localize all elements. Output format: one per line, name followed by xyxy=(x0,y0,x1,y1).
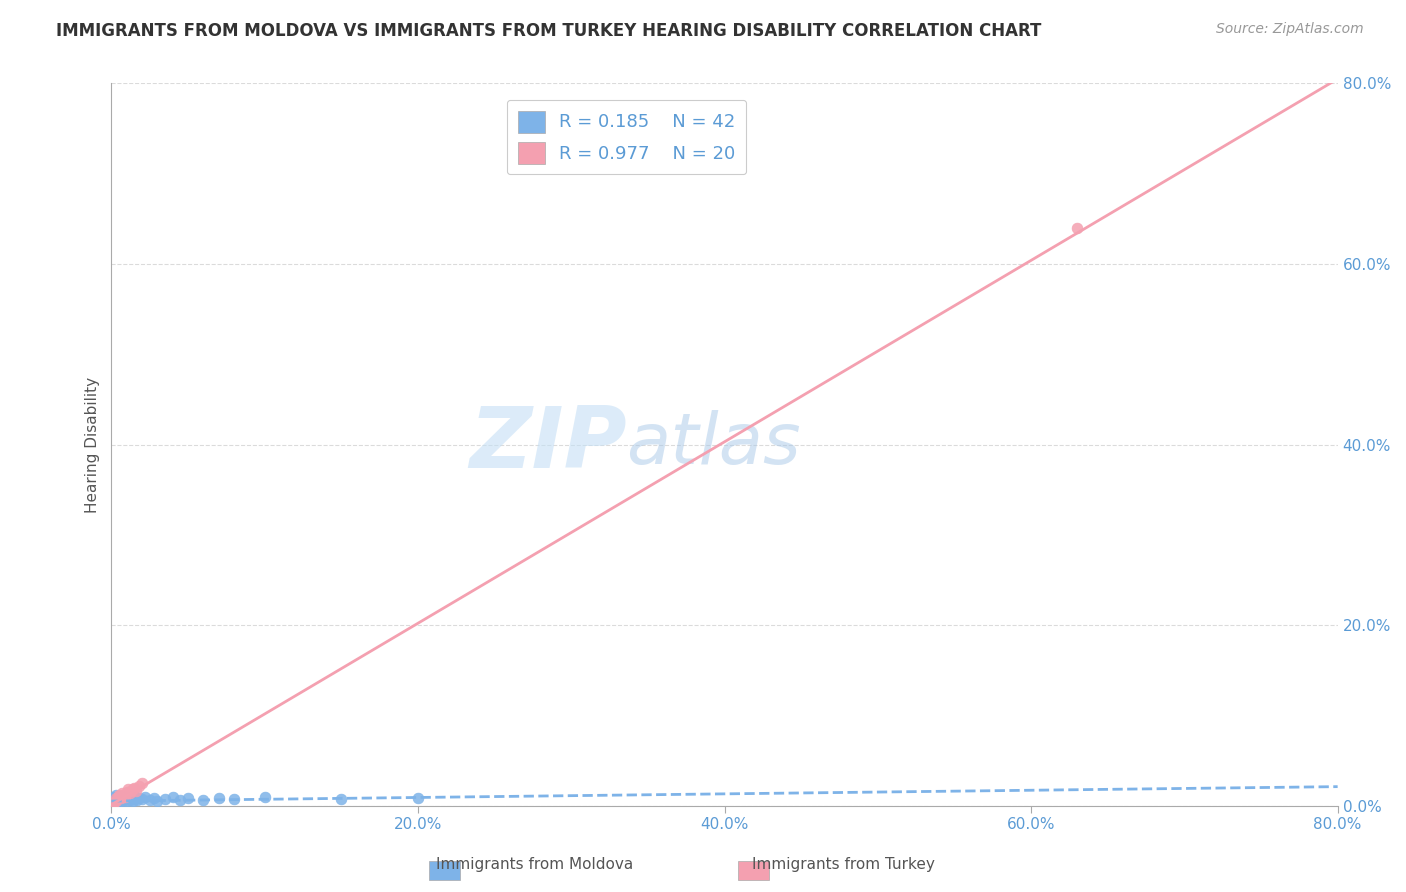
Point xyxy=(114,790,136,805)
Point xyxy=(222,792,245,806)
Point xyxy=(138,793,160,807)
Point xyxy=(118,793,141,807)
Point xyxy=(112,788,135,802)
Point xyxy=(108,788,131,802)
Point xyxy=(107,789,129,804)
Text: atlas: atlas xyxy=(627,410,801,479)
Point xyxy=(111,791,134,805)
Point xyxy=(108,794,131,808)
Point xyxy=(125,790,148,805)
Point xyxy=(162,790,184,805)
Point xyxy=(101,797,124,811)
Point xyxy=(111,794,134,808)
Point xyxy=(177,791,200,805)
Point xyxy=(127,793,149,807)
Point xyxy=(103,789,125,804)
Point xyxy=(105,788,128,802)
Point xyxy=(330,792,353,806)
Point xyxy=(253,790,276,805)
Point xyxy=(406,791,429,805)
Point xyxy=(110,791,132,805)
Point xyxy=(110,789,132,804)
Text: Immigrants from Turkey: Immigrants from Turkey xyxy=(752,857,935,872)
Point xyxy=(128,779,150,793)
Point xyxy=(103,795,125,809)
Point xyxy=(110,792,132,806)
Point xyxy=(105,791,128,805)
Legend: R = 0.185    N = 42, R = 0.977    N = 20: R = 0.185 N = 42, R = 0.977 N = 20 xyxy=(506,100,747,175)
Point xyxy=(115,785,138,799)
Point xyxy=(128,791,150,805)
Text: Source: ZipAtlas.com: Source: ZipAtlas.com xyxy=(1216,22,1364,37)
Point xyxy=(101,794,124,808)
Point xyxy=(122,794,145,808)
Point xyxy=(108,791,131,805)
Text: Immigrants from Moldova: Immigrants from Moldova xyxy=(436,857,633,872)
Point xyxy=(105,795,128,809)
Point xyxy=(125,784,148,798)
Point xyxy=(117,791,139,805)
Point xyxy=(124,780,146,795)
Point xyxy=(115,794,138,808)
Point xyxy=(111,786,134,800)
Point xyxy=(153,792,176,806)
Point xyxy=(105,792,128,806)
Point xyxy=(124,792,146,806)
Point xyxy=(117,782,139,797)
Point xyxy=(114,789,136,804)
Point xyxy=(105,794,128,808)
Point xyxy=(112,793,135,807)
Text: ZIP: ZIP xyxy=(468,403,627,486)
Point xyxy=(131,776,153,790)
Point xyxy=(118,786,141,800)
Point xyxy=(115,792,138,806)
Point xyxy=(143,791,166,805)
Text: IMMIGRANTS FROM MOLDOVA VS IMMIGRANTS FROM TURKEY HEARING DISABILITY CORRELATION: IMMIGRANTS FROM MOLDOVA VS IMMIGRANTS FR… xyxy=(56,22,1042,40)
Point xyxy=(120,789,142,804)
Point xyxy=(131,792,153,806)
Point xyxy=(1066,220,1088,235)
Point xyxy=(103,793,125,807)
Point xyxy=(193,793,215,807)
Y-axis label: Hearing Disability: Hearing Disability xyxy=(86,376,100,513)
Point xyxy=(101,791,124,805)
Point xyxy=(107,793,129,807)
Point xyxy=(122,782,145,797)
Point xyxy=(208,791,231,805)
Point xyxy=(134,790,156,805)
Point xyxy=(120,784,142,798)
Point xyxy=(169,793,191,807)
Point xyxy=(107,790,129,805)
Point xyxy=(146,794,169,808)
